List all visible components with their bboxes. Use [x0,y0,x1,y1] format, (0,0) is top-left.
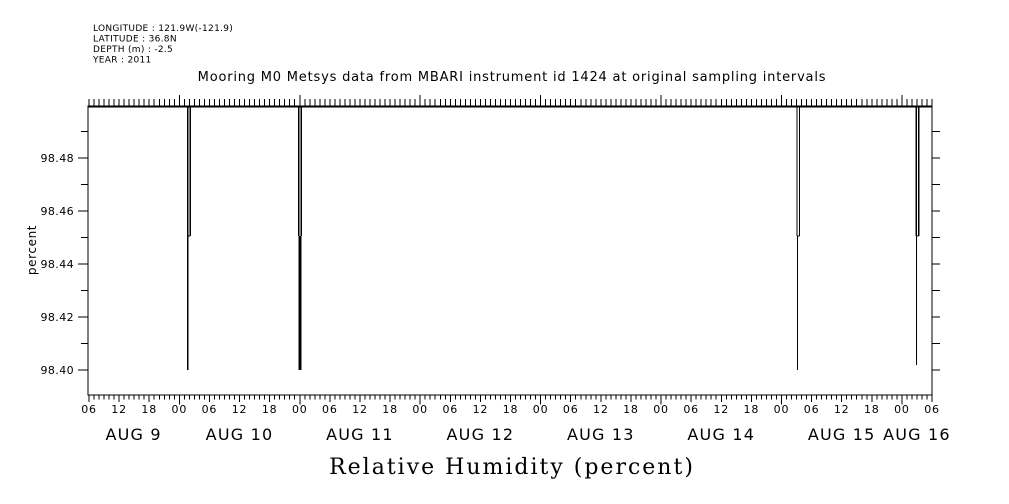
y-tick-label: 98.42 [41,311,75,324]
x-hour-label: 00 [653,403,669,416]
x-hour-label: 00 [292,403,308,416]
x-hour-label: 18 [744,403,760,416]
x-hour-label: 12 [593,403,609,416]
x-hour-label: 18 [262,403,278,416]
x-hour-label: 18 [503,403,519,416]
y-tick-label: 98.40 [41,364,75,377]
x-hour-label: 00 [774,403,790,416]
y-tick-label: 98.46 [41,205,75,218]
x-hour-label: 12 [834,403,850,416]
x-date-label: AUG 11 [326,425,394,444]
axes-layer: 06 12 18 00 06 12 18 00 06 12 18 00 06 12 18 00 06 12 18 00… [41,95,951,444]
metadata-depth: DEPTH (m) : -2.5 [93,45,173,55]
x-hour-label: 12 [473,403,489,416]
x-hour-label: 18 [382,403,398,416]
y-tick-label: 98.44 [41,258,75,271]
x-hour-label: 06 [804,403,820,416]
x-hour-label: 06 [683,403,699,416]
x-hour-label: 06 [442,403,458,416]
x-date-label: AUG 13 [567,425,635,444]
x-hour-label: 18 [864,403,880,416]
x-hour-label: 12 [352,403,368,416]
x-hour-label: 00 [172,403,188,416]
x-hour-label: 12 [111,403,127,416]
y-tick-label: 98.48 [41,152,75,165]
plot-frame [87,105,933,396]
x-hour-label: 06 [924,403,940,416]
x-hour-label: 12 [232,403,248,416]
x-hour-label: 12 [713,403,729,416]
x-date-label: AUG 9 [105,425,161,444]
x-hour-label: 00 [533,403,549,416]
x-axis-title: Relative Humidity (percent) [329,455,695,480]
x-hour-label: 06 [81,403,97,416]
x-date-label: AUG 14 [687,425,755,444]
metadata-block: LONGITUDE : 121.9W(-121.9) LATITUDE : 36… [92,24,233,66]
x-date-label: AUG 10 [206,425,274,444]
x-hour-label: 06 [202,403,218,416]
x-hour-label: 00 [412,403,428,416]
x-date-label: AUG 12 [447,425,515,444]
metadata-year: YEAR : 2011 [92,56,152,66]
data-series-layer [88,106,932,371]
x-date-label: AUG 15 [808,425,876,444]
x-hour-label: 18 [623,403,639,416]
x-hour-label: 00 [894,403,910,416]
x-date-label: AUG 16 [883,425,951,444]
x-hour-label: 06 [563,403,579,416]
plot-title: Mooring M0 Metsys data from MBARI instru… [198,70,827,85]
metadata-longitude: LONGITUDE : 121.9W(-121.9) [93,24,233,34]
x-hour-label: 06 [322,403,338,416]
y-axis-title: percent [25,225,39,275]
metadata-latitude: LATITUDE : 36.8N [93,35,177,45]
x-hour-label: 18 [141,403,157,416]
